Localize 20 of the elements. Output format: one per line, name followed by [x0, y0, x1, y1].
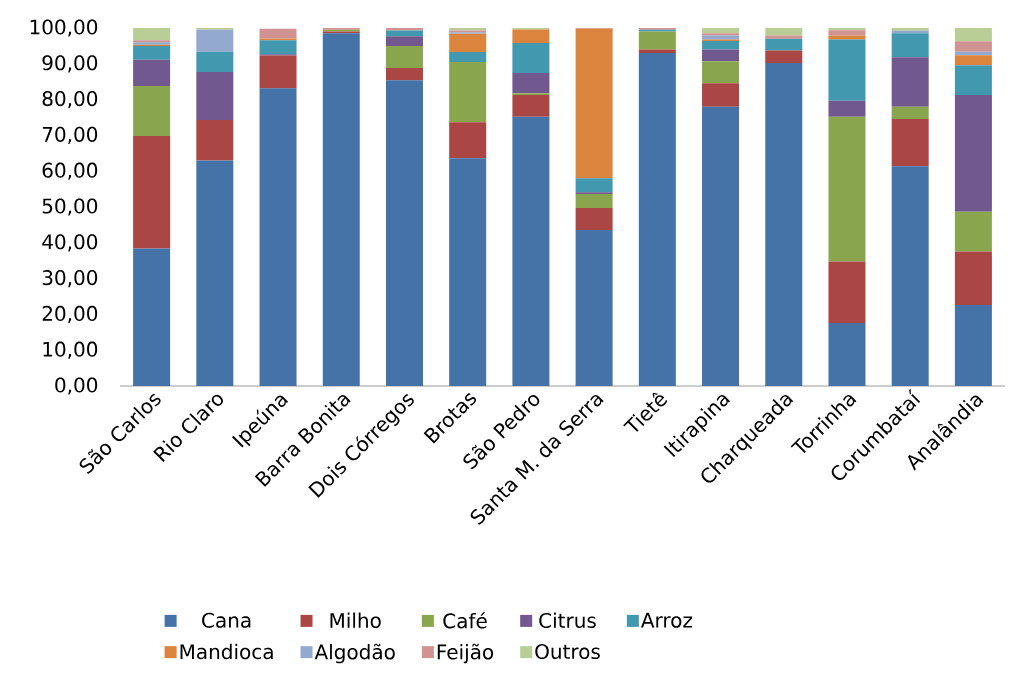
y-tick-label: 30,00 — [42, 270, 98, 288]
y-tick-label: 40,00 — [42, 234, 98, 252]
legend-label: Algodão — [314, 643, 395, 664]
legend-label: Feijão — [437, 643, 494, 664]
legend-label: Mandioca — [180, 643, 273, 660]
y-tick-label: 50,00 — [42, 198, 98, 216]
y-tick-label: 80,00 — [42, 91, 98, 109]
legend-label: Milho — [330, 612, 381, 629]
y-tick-label: 70,00 — [42, 126, 98, 144]
legend-label: Outros — [535, 643, 600, 660]
y-tick-label: 10,00 — [43, 341, 98, 359]
y-tick-label: 20,00 — [42, 305, 98, 323]
legend-label: Arroz — [641, 612, 693, 628]
y-tick-label: 0,00 — [55, 377, 98, 395]
legend-label: Citrus — [539, 612, 596, 629]
y-tick-label: 90,00 — [42, 55, 98, 73]
y-tick-label: 60,00 — [42, 162, 98, 180]
y-tick-label: 100,00 — [30, 19, 98, 37]
legend-label: Cana — [202, 612, 251, 628]
legend-label: Café — [443, 612, 487, 629]
